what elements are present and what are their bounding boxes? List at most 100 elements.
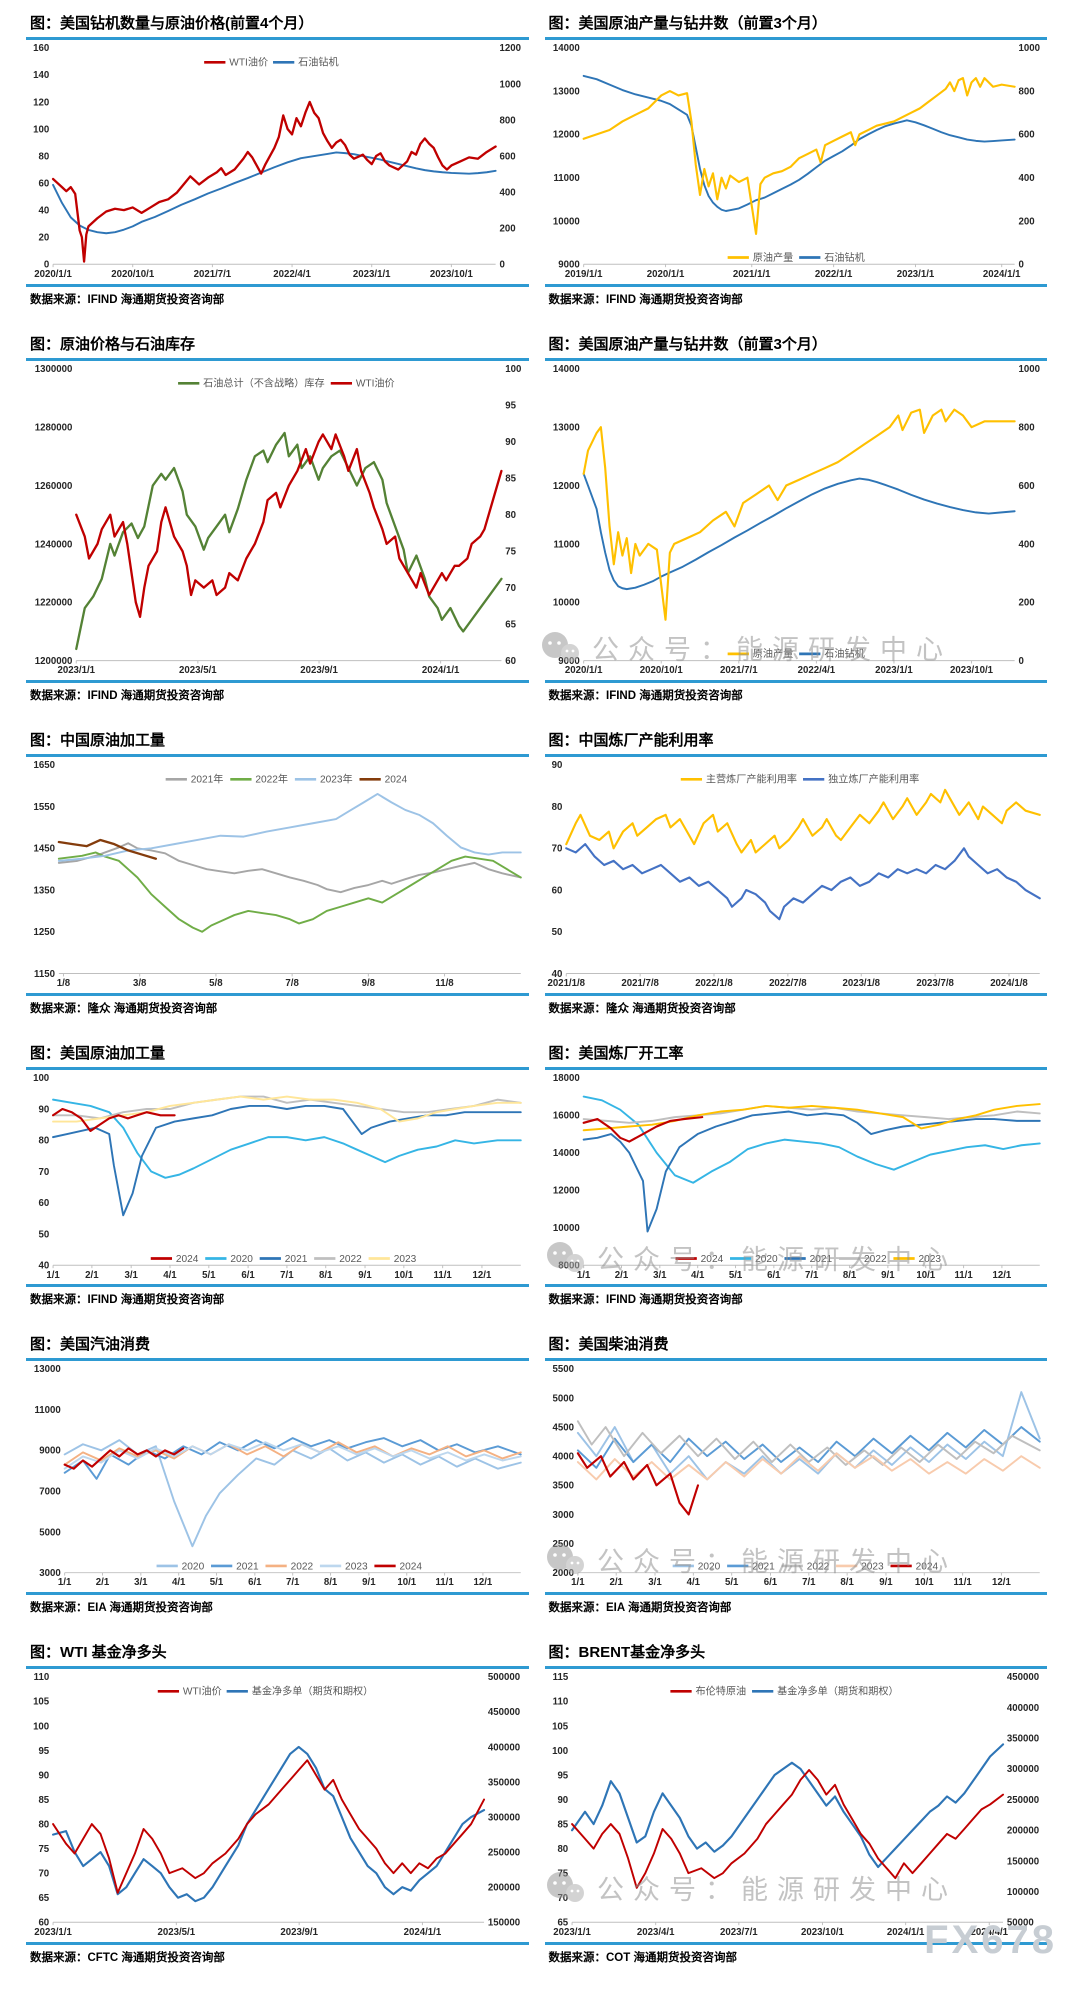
y-axis-tick-label: 80 [38,1820,49,1831]
x-axis-tick-label: 2022/4/1 [797,665,835,676]
y2-axis-tick-label: 150000 [1006,1857,1038,1868]
x-axis-tick-label: 4/1 [686,1577,700,1588]
x-axis-tick-label: 2023/1/1 [553,1927,591,1938]
y-axis-tick-label: 1450 [34,843,55,854]
y-axis-tick-label: 110 [552,1697,568,1708]
legend-label: 2024 [915,1562,938,1573]
y2-axis-tick-label: 95 [505,400,516,411]
chart-card-9: 图：美国柴油消费 5500 5000 4500 4000 3500 3000 2500 2000… [544,1331,1047,1615]
y-axis-tick-label: 100 [552,1746,568,1757]
legend-label: 2023 [861,1562,884,1573]
legend-label: 2024 [700,1253,723,1264]
x-axis-tick-label: 2020/1/1 [646,269,684,280]
y-axis-tick-label: 0 [44,260,49,271]
y-axis-tick-label: 11000 [34,1405,60,1416]
y2-axis-tick-label: 600 [499,151,515,162]
chart-source: 数据来源：IFIND 海通期货投资咨询部 [26,679,529,703]
y-axis-tick-label: 80 [551,802,562,813]
x-axis-tick-label: 3/1 [648,1577,662,1588]
chart-canvas: 115 110 105 100 95 90 85 80 75 70 65 450000 400000 35… [552,1672,1039,1938]
x-axis-tick-label: 2024/1/8 [990,978,1028,989]
y-axis-tick-label: 50 [38,1229,49,1240]
legend-label: 2022 [291,1562,314,1573]
legend-label: 2021 [285,1253,308,1264]
y-axis-tick-label: 100 [33,1073,49,1084]
x-axis-tick-label: 12/1 [992,1577,1011,1588]
y-axis-tick-label: 14000 [552,1148,579,1159]
x-axis-tick-label: 2023/1/1 [34,1927,72,1938]
y2-axis-tick-label: 100 [505,364,521,375]
legend-label: 石油钻机 [298,56,338,69]
x-axis-tick-label: 2/1 [609,1577,623,1588]
x-axis-tick-label: 9/8 [362,978,376,989]
x-axis-tick-label: 10/1 [914,1577,933,1588]
x-axis-tick-label: 4/1 [690,1269,704,1280]
y-axis-tick-label: 65 [557,1918,568,1929]
x-axis-tick-label: 2/1 [85,1269,99,1280]
series-line [52,1098,522,1179]
chart-source: 数据来源：IFIND 海通期货投资咨询部 [544,1284,1047,1307]
series-line [52,151,497,235]
y-axis-tick-label: 75 [38,1844,49,1855]
y-axis-tick-label: 2000 [552,1568,573,1579]
y2-axis-tick-label: 85 [505,473,516,484]
x-axis-tick-label: 2023/1/1 [875,665,913,676]
legend-label: 2021年 [191,772,224,785]
chart-card-8: 图：美国汽油消费 13000 11000 9000 7000 5000 3000 1/1 2/1… [26,1331,529,1615]
y-axis-tick-label: 9000 [558,260,579,271]
y-axis-tick-label: 1300000 [35,364,73,375]
y-axis-tick-label: 10000 [552,597,579,608]
x-axis-tick-label: 12/1 [473,1269,492,1280]
y2-axis-tick-label: 1000 [1018,43,1039,54]
legend-label: 2024 [400,1562,423,1573]
y2-axis-tick-label: 400000 [1006,1703,1038,1714]
y-axis-tick-label: 13000 [34,1364,61,1375]
chart-source: 数据来源：EIA 海通期货投资咨询部 [544,1592,1047,1615]
chart-title: 图：美国原油产量与钻井数（前置3个月） [544,331,1047,361]
y-axis-tick-label: 11000 [553,173,579,184]
y-axis-tick-label: 5000 [552,1394,573,1405]
x-axis-tick-label: 9/1 [881,1269,895,1280]
legend-label: 2024 [385,774,408,785]
x-axis-tick-label: 2022/7/8 [769,978,807,989]
series-line [582,1102,1041,1131]
y-axis-tick-label: 14000 [552,364,579,375]
legend-label: 基金净多单（期货和期权） [252,1685,374,1698]
x-axis-tick-label: 2022/4/1 [273,269,311,280]
y2-axis-tick-label: 75 [505,546,516,557]
y-axis-tick-label: 60 [38,1918,49,1929]
y2-axis-tick-label: 0 [1018,656,1023,667]
y-axis-tick-label: 3000 [552,1510,573,1521]
x-axis-tick-label: 6/1 [767,1269,781,1280]
x-axis-tick-label: 2023/9/1 [300,665,338,676]
series-line [582,1110,1041,1233]
y-axis-tick-label: 14000 [552,43,579,54]
series-line [52,1759,486,1895]
y-axis-tick-label: 12000 [552,481,579,492]
series-line [57,838,158,860]
y-axis-tick-label: 80 [557,1844,568,1855]
series-line [57,792,522,862]
y2-axis-tick-label: 70 [505,583,516,594]
y2-axis-tick-label: 400 [1018,173,1034,184]
x-axis-tick-label: 2019/1/1 [564,269,602,280]
chart-title: 图：中国原油加工量 [26,727,529,757]
y2-axis-tick-label: 200000 [488,1883,520,1894]
x-axis-tick-label: 6/1 [248,1577,262,1588]
y-axis-tick-label: 12000 [552,1185,579,1196]
x-axis-tick-label: 5/8 [209,978,223,989]
chart-canvas: 1300000 1280000 1260000 1240000 1220000 12000… [35,364,522,676]
y2-axis-tick-label: 400 [499,187,515,198]
x-axis-tick-label: 2023/1/1 [57,665,95,676]
legend-label: 2022 [864,1253,887,1264]
y-axis-tick-label: 40 [38,206,49,217]
x-axis-tick-label: 8/1 [324,1577,338,1588]
series-line [51,1746,486,1903]
y-axis-tick-label: 1550 [34,802,55,813]
x-axis-tick-label: 2024/1/1 [422,665,460,676]
y-axis-tick-label: 60 [38,1198,49,1209]
x-axis-tick-label: 1/8 [57,978,71,989]
